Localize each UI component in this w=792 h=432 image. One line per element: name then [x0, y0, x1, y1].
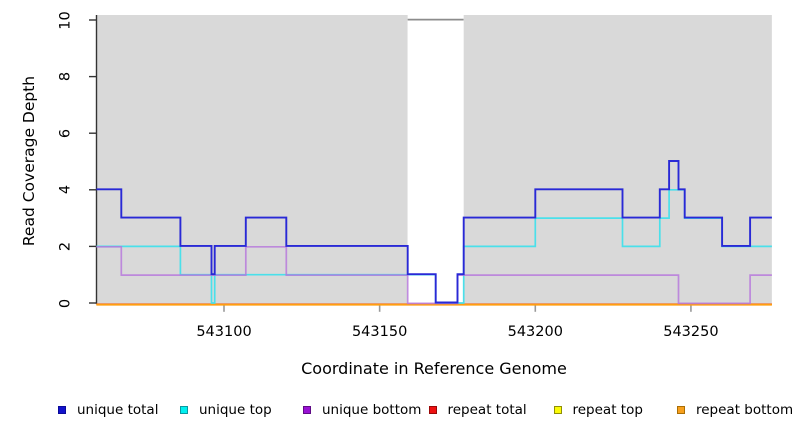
x-tick-label-543250: 543250 [663, 324, 719, 340]
legend-label-repeat-top: repeat top [572, 401, 643, 418]
repeat-bottom-swatch-icon [677, 405, 685, 414]
region-covered-left [96, 15, 408, 304]
unique-bottom-swatch-icon [303, 405, 311, 414]
legend-item-unique-total: unique total [58, 401, 158, 418]
unique-total-swatch-icon [58, 405, 66, 414]
y-tick-label-6: 6 [57, 128, 74, 138]
repeat-total-swatch-icon [428, 405, 437, 414]
x-tick-label-543150: 543150 [351, 324, 408, 340]
legend: unique total unique top unique bottom repea… [0, 401, 792, 421]
legend-label-repeat-bottom: repeat bottom [696, 401, 792, 418]
legend-item-repeat-top: repeat top [553, 401, 643, 418]
region-uncovered-gap [407, 20, 464, 304]
y-tick-label-10: 10 [57, 10, 74, 30]
legend-item-repeat-bottom: repeat bottom [677, 401, 792, 418]
x-tick-label-543200: 543200 [507, 324, 563, 340]
legend-item-repeat-total: repeat total [428, 401, 527, 418]
repeat-top-swatch-icon [553, 405, 562, 414]
legend-item-unique-top: unique top [180, 401, 272, 418]
x-tick-label-543100: 543100 [196, 324, 252, 340]
legend-label-repeat-total: repeat total [447, 401, 527, 418]
legend-item-unique-bottom: unique bottom [303, 401, 421, 418]
series-unique-bottom-line [96, 245, 772, 305]
x-axis-title: Coordinate in Reference Genome [301, 359, 567, 378]
y-tick-label-4: 4 [57, 185, 74, 195]
legend-label-unique-total: unique total [77, 401, 159, 418]
y-axis-title: Read Coverage Depth [20, 75, 38, 247]
y-tick-label-0: 0 [57, 298, 74, 308]
y-tick-label-8: 8 [57, 71, 74, 82]
y-tick-label-2: 2 [57, 241, 74, 252]
series-unique-total-line [96, 160, 772, 304]
legend-label-unique-top: unique top [199, 401, 272, 418]
unique-top-swatch-icon [180, 405, 188, 414]
legend-label-unique-bottom: unique bottom [322, 401, 422, 418]
region-covered-right [463, 15, 772, 304]
